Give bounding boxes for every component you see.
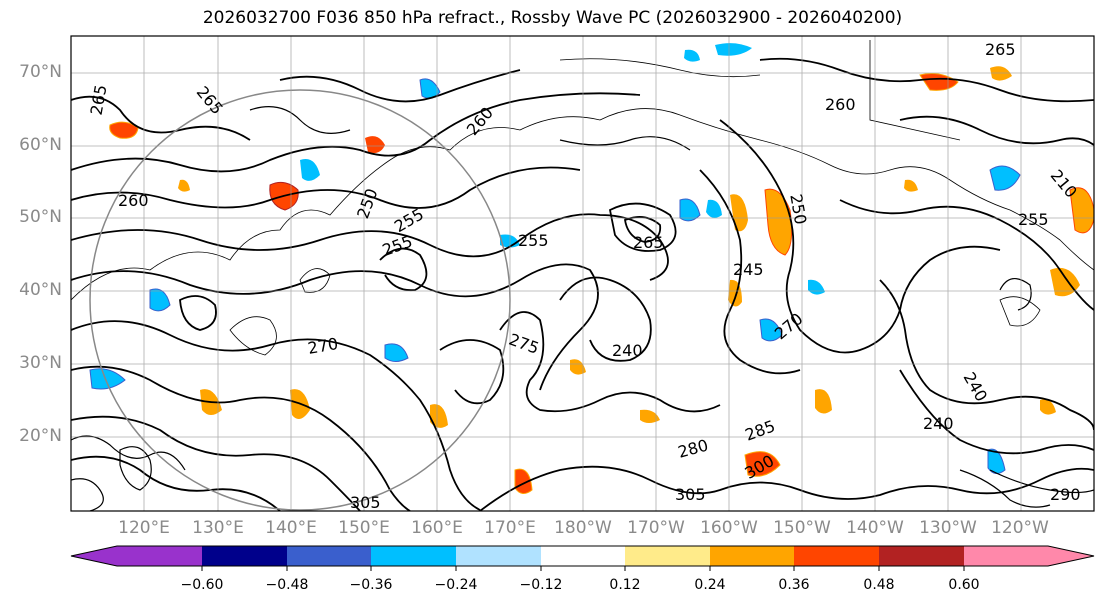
colorbar-tick-label: 0.24 [694, 577, 726, 593]
contour-label: 265 [985, 40, 1016, 59]
lat-label-60: 60°N [19, 135, 62, 155]
contour-label: 305 [350, 493, 381, 512]
colorbar-tick-label: 0.12 [609, 577, 641, 593]
gridlines [71, 36, 1094, 511]
lon-label-120e: 120°E [118, 518, 170, 538]
lon-label-150w: 150°W [773, 518, 831, 538]
map-frame [70, 35, 1095, 512]
contour-label: 255 [1018, 210, 1049, 229]
lon-label-180w: 180°W [554, 518, 612, 538]
contour-label: 245 [733, 260, 764, 279]
contour-label: 255 [518, 231, 549, 250]
lat-label-20: 20°N [19, 426, 62, 446]
colorbar-tick-label: −0.60 [180, 577, 224, 593]
colorbar-tick-label: 0.60 [948, 577, 980, 593]
colorbar-tick-label: −0.48 [265, 577, 309, 593]
lon-label-160e: 160°E [411, 518, 463, 538]
contour-label: 260 [825, 95, 856, 114]
colorbar-tick-label: −0.12 [519, 577, 563, 593]
map-title: 2026032700 F036 850 hPa refract., Rossby… [202, 8, 903, 28]
lon-label-120w: 120°W [991, 518, 1049, 538]
colorbar-tick-label: −0.36 [349, 577, 393, 593]
lon-label-150e: 150°E [338, 518, 390, 538]
lat-label-50: 50°N [19, 207, 62, 227]
lat-label-30: 30°N [19, 353, 62, 373]
shaded-patches [89, 43, 1094, 494]
lat-label-70: 70°N [19, 62, 62, 82]
contour-label: 265 [633, 233, 664, 252]
lon-label-170w: 170°W [627, 518, 685, 538]
contour-label: 260 [118, 191, 149, 210]
contour-label: 240 [923, 414, 954, 433]
contour-label: 240 [612, 341, 643, 360]
contour-label: 290 [1050, 485, 1081, 504]
lon-label-140w: 140°W [846, 518, 904, 538]
lon-label-140e: 140°E [265, 518, 317, 538]
lon-label-130e: 130°E [192, 518, 244, 538]
colorbar-tick-label: 0.36 [778, 577, 810, 593]
lat-label-40: 40°N [19, 280, 62, 300]
colorbar-tick-label: 0.48 [863, 577, 895, 593]
lon-label-170e: 170°E [484, 518, 536, 538]
lon-label-130w: 130°W [919, 518, 977, 538]
lon-label-160w: 160°W [700, 518, 758, 538]
colorbar-tick-label: −0.24 [434, 577, 478, 593]
contour-label: 305 [675, 485, 706, 504]
coastlines [71, 40, 1094, 356]
